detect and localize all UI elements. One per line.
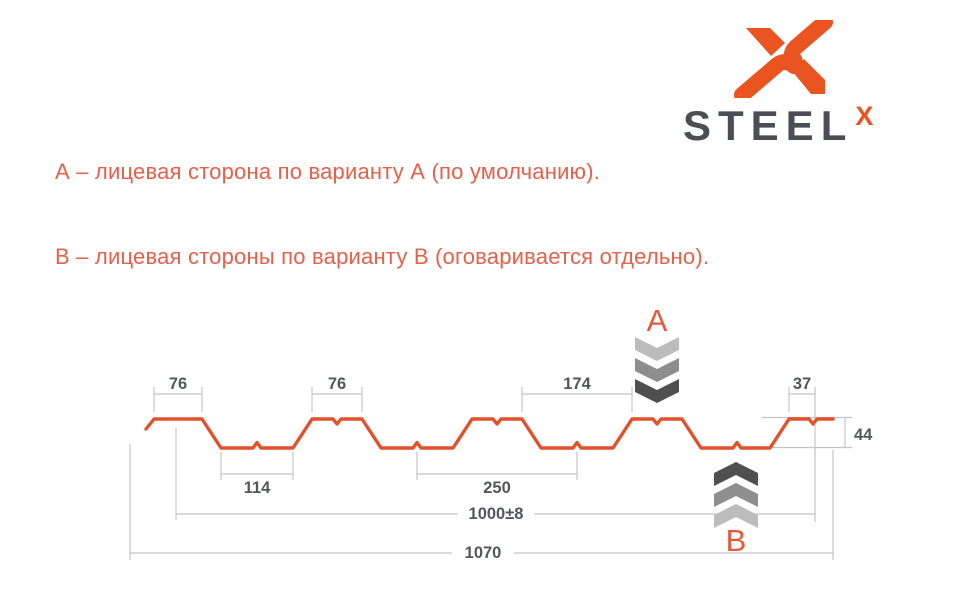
chevron-down-dark-icon <box>635 379 679 403</box>
variant-b-chevrons-up <box>714 462 758 528</box>
brand-word-steel: STEEL <box>683 102 854 149</box>
sheet-profile-outline <box>144 417 835 450</box>
chevron-down-light-icon <box>635 337 679 361</box>
note-variant-a: А – лицевая сторона по варианту А (по ум… <box>55 159 601 184</box>
dim-trough: 114 <box>244 479 271 497</box>
chevron-up-dark-icon <box>714 462 758 486</box>
dim-pitch: 250 <box>483 479 511 497</box>
dim-overall-width: 1070 <box>465 544 502 562</box>
dim-crest2: 76 <box>328 375 346 393</box>
variant-a-label: А <box>647 303 668 338</box>
variant-a-chevrons-down <box>635 337 679 403</box>
bottom-extension-lines <box>129 428 834 560</box>
bottom-dimension-lines <box>130 473 833 554</box>
dim-crest1: 76 <box>169 375 187 393</box>
chevron-up-mid-icon <box>714 483 758 507</box>
variant-b-label: В <box>726 523 747 558</box>
brand-logo: STEELX <box>680 18 920 150</box>
dim-working-width: 1000±8 <box>469 505 524 523</box>
brand-wordmark: STEELX <box>683 101 874 150</box>
dim-height: 44 <box>854 426 873 444</box>
note-variant-b: В – лицевая стороны по варианту В (огова… <box>55 244 710 269</box>
top-extension-lines <box>153 387 816 522</box>
brand-word-x: X <box>855 101 874 131</box>
chevron-down-mid-icon <box>635 358 679 382</box>
steelx-x-mark-icon <box>734 20 833 98</box>
dim-edge: 37 <box>793 375 811 393</box>
chevron-up-light-icon <box>714 504 758 528</box>
dim-crest-span: 174 <box>563 375 591 393</box>
